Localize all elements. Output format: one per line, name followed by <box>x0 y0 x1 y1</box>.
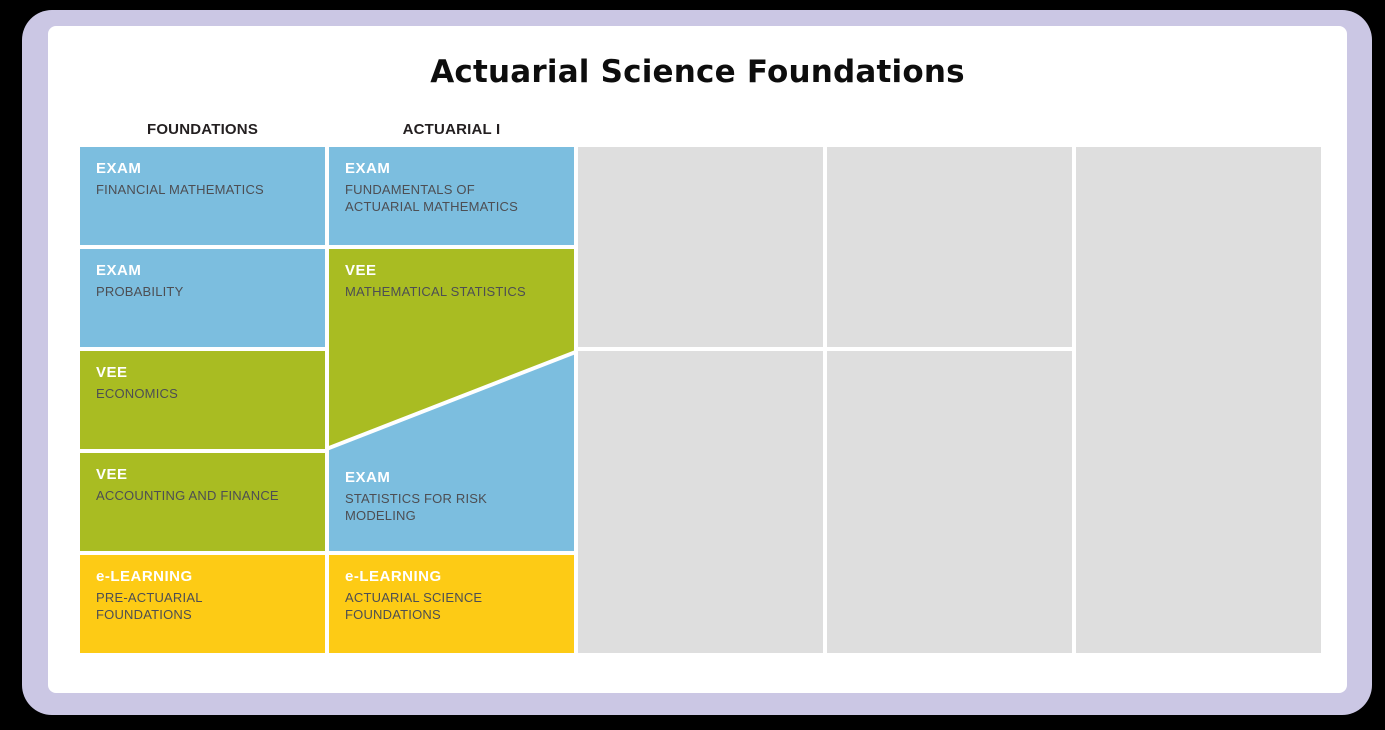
cell-label: PROBABILITY <box>96 284 184 299</box>
cell-exam-financial-mathematics: EXAM FINANCIAL MATHEMATICS <box>80 147 325 245</box>
cell-tag: e-LEARNING <box>96 568 193 585</box>
cell-elearning-pre-actuarial-foundations: e-LEARNING PRE-ACTUARIAL FOUNDATIONS <box>80 555 325 653</box>
cell-vee-accounting-and-finance: VEE ACCOUNTING AND FINANCE <box>80 453 325 551</box>
cell-tag: VEE <box>96 364 128 381</box>
cell-elearning-actuarial-science-foundations: e-LEARNING ACTUARIAL SCIENCE FOUNDATIONS <box>329 555 574 653</box>
cell-tag: e-LEARNING <box>345 568 442 585</box>
placeholder-cell <box>827 147 1072 347</box>
placeholder-cell <box>578 147 823 347</box>
cell-tag: EXAM <box>96 160 142 177</box>
cell-label: FUNDAMENTALS OF ACTUARIAL MATHEMATICS <box>345 182 518 214</box>
page-title: Actuarial Science Foundations <box>430 54 965 90</box>
cell-exam-probability: EXAM PROBABILITY <box>80 249 325 347</box>
column-header-foundations: FOUNDATIONS <box>146 121 259 138</box>
placeholder-cell <box>827 351 1072 653</box>
cell-tag: EXAM <box>96 262 142 279</box>
cell-diagonal-vee-exam-split: VEE MATHEMATICAL STATISTICS EXAM STATIST… <box>329 249 574 551</box>
cell-vee-economics: VEE ECONOMICS <box>80 351 325 449</box>
cell-label: MATHEMATICAL STATISTICS <box>345 284 526 299</box>
cell-label: ACTUARIAL SCIENCE FOUNDATIONS <box>345 590 483 622</box>
placeholder-cell <box>578 351 823 653</box>
cell-exam-fundamentals-of-actuarial-mathematics: EXAM FUNDAMENTALS OF ACTUARIAL MATHEMATI… <box>329 147 574 245</box>
cell-tag: EXAM <box>345 160 391 177</box>
cell-label: ACCOUNTING AND FINANCE <box>96 488 279 503</box>
cell-exam-statistics-for-risk-modeling: EXAM STATISTICS FOR RISK MODELING <box>345 469 535 525</box>
placeholder-cell <box>1076 147 1321 653</box>
cell-tag: VEE <box>96 466 128 483</box>
cell-tag: VEE <box>345 262 377 279</box>
cell-label: FINANCIAL MATHEMATICS <box>96 182 264 197</box>
cell-label: ECONOMICS <box>96 386 178 401</box>
cell-label: STATISTICS FOR RISK MODELING <box>345 491 487 524</box>
content-panel: Actuarial Science Foundations FOUNDATION… <box>48 26 1347 693</box>
cell-tag: EXAM <box>345 469 391 487</box>
column-header-actuarial-i: ACTUARIAL I <box>402 121 501 138</box>
pathway-grid: EXAM FINANCIAL MATHEMATICS EXAM PROBABIL… <box>80 147 1321 653</box>
cell-label: PRE-ACTUARIAL FOUNDATIONS <box>96 590 203 622</box>
cell-vee-mathematical-statistics: VEE MATHEMATICAL STATISTICS <box>345 262 526 301</box>
